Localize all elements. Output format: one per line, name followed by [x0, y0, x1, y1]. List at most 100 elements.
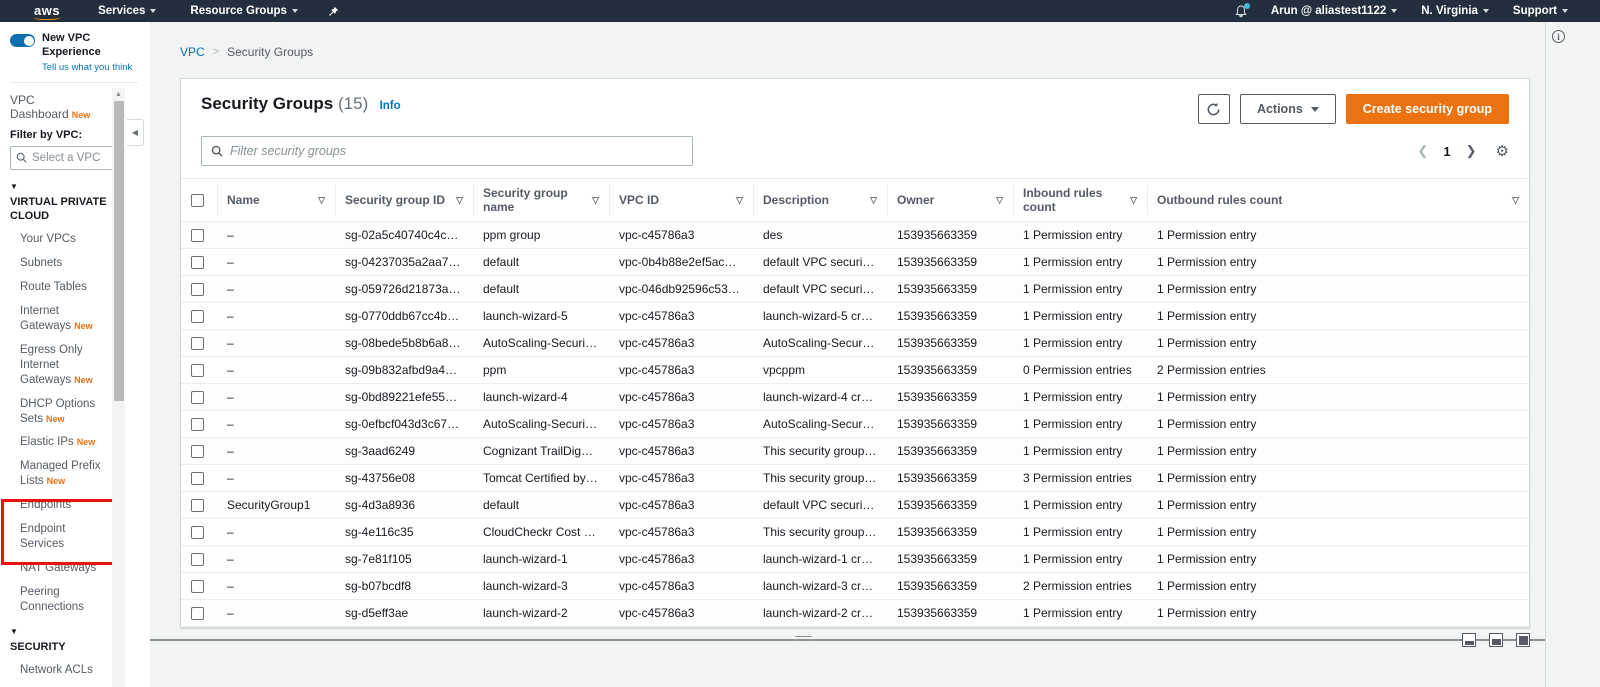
sidebar-scrollbar[interactable]: ▲ [112, 88, 125, 687]
sidebar-item-endpoints[interactable]: Endpoints [20, 499, 72, 512]
account-menu[interactable]: Arun @ aliastest1122 [1271, 5, 1398, 17]
column-filter-icon[interactable]: ▽ [318, 194, 325, 205]
row-checkbox[interactable] [191, 579, 204, 593]
info-link[interactable]: Info [379, 100, 401, 112]
table-filter-input[interactable]: Filter security groups [201, 136, 693, 166]
experience-toggle[interactable] [10, 34, 35, 47]
row-checkbox[interactable] [191, 498, 204, 512]
row-checkbox[interactable] [191, 282, 204, 296]
previous-page-button[interactable]: ❮ [1417, 143, 1429, 158]
vpc-id-link[interactable]: vpc-c45786a3 [609, 572, 753, 600]
sidebar-scrollbar-thumb[interactable] [113, 101, 124, 401]
vpc-id-link[interactable]: vpc-c45786a3 [609, 410, 753, 438]
security-group-id-link[interactable]: sg-d5eff3ae [335, 599, 473, 627]
experience-feedback-link[interactable]: Tell us what you think [42, 61, 133, 73]
security-group-id-link[interactable]: sg-09b832afbd9a48f97 [335, 356, 473, 384]
scrollbar-up-arrow-icon[interactable]: ▲ [115, 90, 122, 98]
select-all-checkbox[interactable] [191, 193, 204, 207]
row-checkbox[interactable] [191, 525, 204, 539]
vpc-id-link[interactable]: vpc-c45786a3 [609, 329, 753, 357]
sidebar-item-egress-only-internet-gateways[interactable]: Egress Only Internet Gateways New [20, 343, 93, 386]
next-page-button[interactable]: ❯ [1465, 143, 1477, 158]
aws-logo[interactable]: aws [30, 3, 64, 20]
table-settings-gear-icon[interactable]: ⚙ [1495, 142, 1509, 160]
column-filter-icon[interactable]: ▽ [592, 194, 599, 205]
vpc-id-link[interactable]: vpc-c45786a3 [609, 518, 753, 546]
column-filter-icon[interactable]: ▽ [1512, 194, 1519, 205]
layout-full-icon[interactable] [1516, 633, 1530, 647]
layout-split-bottom-icon[interactable] [1462, 633, 1476, 647]
vpc-id-link[interactable]: vpc-c45786a3 [609, 356, 753, 384]
column-filter-icon[interactable]: ▽ [1130, 194, 1137, 205]
sidebar-item-your-vpcs[interactable]: Your VPCs [20, 233, 76, 246]
row-checkbox[interactable] [191, 363, 204, 377]
info-icon[interactable]: i [1552, 30, 1565, 43]
region-menu[interactable]: N. Virginia [1421, 5, 1489, 17]
vpc-id-link[interactable]: vpc-c45786a3 [609, 221, 753, 249]
row-checkbox[interactable] [191, 471, 204, 485]
sidebar-item-subnets[interactable]: Subnets [20, 257, 63, 270]
column-filter-icon[interactable]: ▽ [870, 194, 877, 205]
sidebar-item-nat-gateways[interactable]: NAT Gateways [20, 562, 97, 575]
security-group-id-link[interactable]: sg-4d3a8936 [335, 491, 473, 519]
section-collapse-arrow-icon[interactable]: ▼ [10, 626, 18, 636]
vpc-id-link[interactable]: vpc-c45786a3 [609, 437, 753, 465]
security-group-id-link[interactable]: sg-04237035a2aa7ae44 [335, 248, 473, 276]
support-menu[interactable]: Support [1513, 5, 1568, 17]
sidebar-item-vpc-dashboard[interactable]: VPC Dashboard New [10, 93, 112, 121]
column-filter-icon[interactable]: ▽ [456, 194, 463, 205]
refresh-button[interactable] [1197, 94, 1230, 124]
vpc-id-link[interactable]: vpc-c45786a3 [609, 491, 753, 519]
vpc-id-link[interactable]: vpc-c45786a3 [609, 545, 753, 573]
sidebar-item-internet-gateways[interactable]: Internet Gateways New [20, 304, 93, 332]
vpc-id-link[interactable]: vpc-c45786a3 [609, 383, 753, 411]
vpc-id-link[interactable]: vpc-0b4b88e2ef5ac2d14 [609, 248, 753, 276]
security-group-id-link[interactable]: sg-059726d21873accab [335, 275, 473, 303]
actions-button[interactable]: Actions [1239, 94, 1336, 124]
vpc-filter-input[interactable]: Select a VPC [10, 145, 116, 170]
row-checkbox[interactable] [191, 552, 204, 566]
row-checkbox[interactable] [191, 228, 204, 242]
layout-split-half-icon[interactable] [1489, 633, 1503, 647]
security-group-id-link[interactable]: sg-43756e08 [335, 464, 473, 492]
notifications-bell-icon[interactable] [1235, 2, 1250, 18]
sidebar-item-peering-connections[interactable]: Peering Connections [20, 586, 84, 613]
security-group-id-link[interactable]: sg-0770ddb67cc4b0886 [335, 302, 473, 330]
vpc-id-link[interactable]: vpc-c45786a3 [609, 302, 753, 330]
column-filter-icon[interactable]: ▽ [996, 194, 1003, 205]
row-checkbox[interactable] [191, 309, 204, 323]
row-checkbox[interactable] [191, 606, 204, 620]
create-security-group-button[interactable]: Create security group [1345, 94, 1509, 124]
row-checkbox[interactable] [191, 390, 204, 404]
security-group-id-link[interactable]: sg-4e116c35 [335, 518, 473, 546]
section-collapse-arrow-icon[interactable]: ▼ [10, 181, 18, 191]
security-group-id-link[interactable]: sg-0efbcf043d3c67e4b [335, 410, 473, 438]
row-checkbox[interactable] [191, 444, 204, 458]
security-group-id-link[interactable]: sg-b07bcdf8 [335, 572, 473, 600]
security-group-id-link[interactable]: sg-0bd89221efe55355d [335, 383, 473, 411]
resource-groups-menu[interactable]: Resource Groups [190, 5, 298, 17]
row-checkbox[interactable] [191, 255, 204, 269]
breadcrumb-vpc-link[interactable]: VPC [180, 45, 205, 59]
split-pane-drag-handle[interactable] [795, 634, 812, 642]
pinned-shortcut-icon[interactable] [328, 6, 339, 17]
security-group-id-link[interactable]: sg-08bede5b8b6a88c6a [335, 329, 473, 357]
table-row: – sg-0bd89221efe55355d launch-wizard-4 vpc-… [181, 383, 1529, 411]
row-checkbox[interactable] [191, 336, 204, 350]
sidebar-item-managed-prefix-lists[interactable]: Managed Prefix Lists New [20, 460, 101, 488]
sidebar-item-dhcp-options-sets[interactable]: DHCP Options Sets New [20, 397, 96, 425]
services-menu[interactable]: Services [98, 5, 157, 17]
vpc-id-link[interactable]: vpc-c45786a3 [609, 464, 753, 492]
security-group-id-link[interactable]: sg-7e81f105 [335, 545, 473, 573]
sidebar-collapse-button[interactable]: ◀ [127, 119, 144, 146]
sidebar-item-endpoint-services[interactable]: Endpoint Services [20, 523, 66, 551]
vpc-id-link[interactable]: vpc-c45786a3 [609, 599, 753, 627]
sidebar-item-route-tables[interactable]: Route Tables [20, 280, 87, 293]
column-filter-icon[interactable]: ▽ [736, 194, 743, 205]
row-checkbox[interactable] [191, 417, 204, 431]
sidebar-item-elastic-ips[interactable]: Elastic IPs New [20, 436, 96, 449]
vpc-id-link[interactable]: vpc-046db92596c53da23 [609, 275, 753, 303]
security-group-id-link[interactable]: sg-3aad6249 [335, 437, 473, 465]
security-group-id-link[interactable]: sg-02a5c40740c4cd3fc [335, 221, 473, 249]
sidebar-item-network-acls[interactable]: Network ACLs [20, 664, 93, 677]
